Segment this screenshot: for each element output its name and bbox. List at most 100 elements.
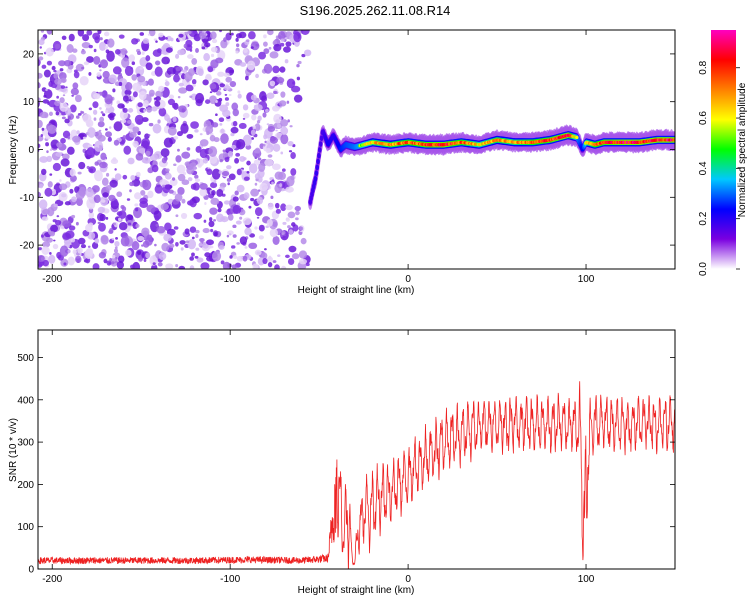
noise-blob <box>290 168 297 176</box>
noise-blob <box>238 122 247 130</box>
noise-blob <box>158 32 164 38</box>
noise-blob <box>287 225 291 229</box>
noise-blob <box>272 40 278 46</box>
noise-blob <box>156 225 166 234</box>
snr-x-axis-label: Height of straight line (km) <box>298 585 415 596</box>
noise-blob <box>273 113 282 124</box>
noise-blob <box>122 135 127 140</box>
noise-blob <box>75 221 79 226</box>
noise-blob <box>286 175 295 187</box>
noise-blob <box>94 36 100 44</box>
noise-blob <box>38 143 41 149</box>
noise-blob <box>252 125 256 130</box>
noise-blob <box>105 128 108 131</box>
noise-blob <box>65 230 75 239</box>
noise-blob <box>166 67 176 76</box>
colorbar-tick-label: 0.8 <box>698 60 709 74</box>
noise-blob <box>187 239 197 250</box>
snr-y-tick-label: 500 <box>17 353 34 364</box>
noise-blob <box>195 247 200 251</box>
noise-blob <box>56 95 59 99</box>
noise-blob <box>145 62 153 71</box>
noise-blob <box>263 63 273 74</box>
noise-blob <box>291 253 300 260</box>
noise-blob <box>81 66 85 70</box>
noise-blob <box>159 179 168 186</box>
noise-blob <box>86 147 96 159</box>
noise-blob <box>125 249 132 257</box>
snr-y-tick-label: 200 <box>17 480 34 491</box>
noise-blob <box>131 61 136 66</box>
noise-blob <box>168 243 175 249</box>
noise-blob <box>202 79 209 86</box>
noise-blob <box>113 248 119 253</box>
noise-blob <box>85 119 94 128</box>
noise-blob <box>220 133 229 144</box>
noise-blob <box>216 189 224 197</box>
noise-blob <box>272 235 280 245</box>
noise-blob <box>287 119 290 123</box>
noise-blob <box>132 82 141 92</box>
noise-blob <box>251 114 257 121</box>
noise-blob <box>41 216 49 222</box>
noise-blob <box>186 133 194 139</box>
noise-blob <box>168 189 174 194</box>
noise-blob <box>38 97 41 103</box>
noise-blob <box>105 131 112 138</box>
noise-blob <box>147 190 154 199</box>
noise-blob <box>250 41 260 51</box>
noise-blob <box>258 224 265 232</box>
noise-blob <box>98 41 107 51</box>
noise-blob <box>85 223 93 233</box>
noise-blob <box>72 135 81 143</box>
noise-blob <box>177 49 185 56</box>
noise-blob <box>230 126 239 134</box>
noise-blob <box>39 183 44 189</box>
noise-blob <box>220 216 229 223</box>
noise-blob <box>165 168 170 172</box>
noise-blob <box>228 94 232 97</box>
noise-blob <box>211 190 216 196</box>
noise-blob <box>59 97 65 104</box>
noise-blob <box>121 206 127 212</box>
noise-blob <box>173 163 177 167</box>
noise-blob <box>279 66 286 73</box>
noise-blob <box>40 234 44 238</box>
noise-blob <box>280 133 289 145</box>
noise-blob <box>239 236 248 245</box>
noise-blob <box>192 83 196 87</box>
noise-blob <box>88 211 95 219</box>
noise-blob <box>132 219 135 223</box>
colorbar-tick-label: 0.2 <box>698 211 709 225</box>
noise-blob <box>269 51 279 59</box>
noise-blob <box>103 258 108 264</box>
noise-blob <box>227 230 234 236</box>
noise-blob <box>197 68 204 77</box>
noise-blob <box>199 32 207 40</box>
noise-blob <box>199 188 208 197</box>
noise-blob <box>54 100 61 107</box>
noise-blob <box>237 90 241 94</box>
noise-blob <box>58 60 66 67</box>
noise-blob <box>116 260 125 269</box>
noise-blob <box>50 224 59 233</box>
noise-blob <box>87 127 96 138</box>
noise-blob <box>60 158 70 167</box>
noise-blob <box>285 217 290 221</box>
noise-blob <box>122 107 128 113</box>
noise-blob <box>46 30 53 35</box>
noise-blob <box>77 30 85 37</box>
noise-blob <box>53 73 59 79</box>
noise-blob <box>52 243 59 250</box>
noise-blob <box>271 181 274 185</box>
noise-blob <box>49 231 56 237</box>
noise-blob <box>98 222 106 232</box>
noise-blob <box>62 220 72 228</box>
noise-blob <box>287 211 296 219</box>
noise-blob <box>105 172 110 177</box>
noise-blob <box>173 74 180 83</box>
noise-blob <box>229 69 234 74</box>
noise-blob <box>289 125 293 128</box>
noise-blob <box>38 191 42 198</box>
noise-blob <box>139 32 145 36</box>
